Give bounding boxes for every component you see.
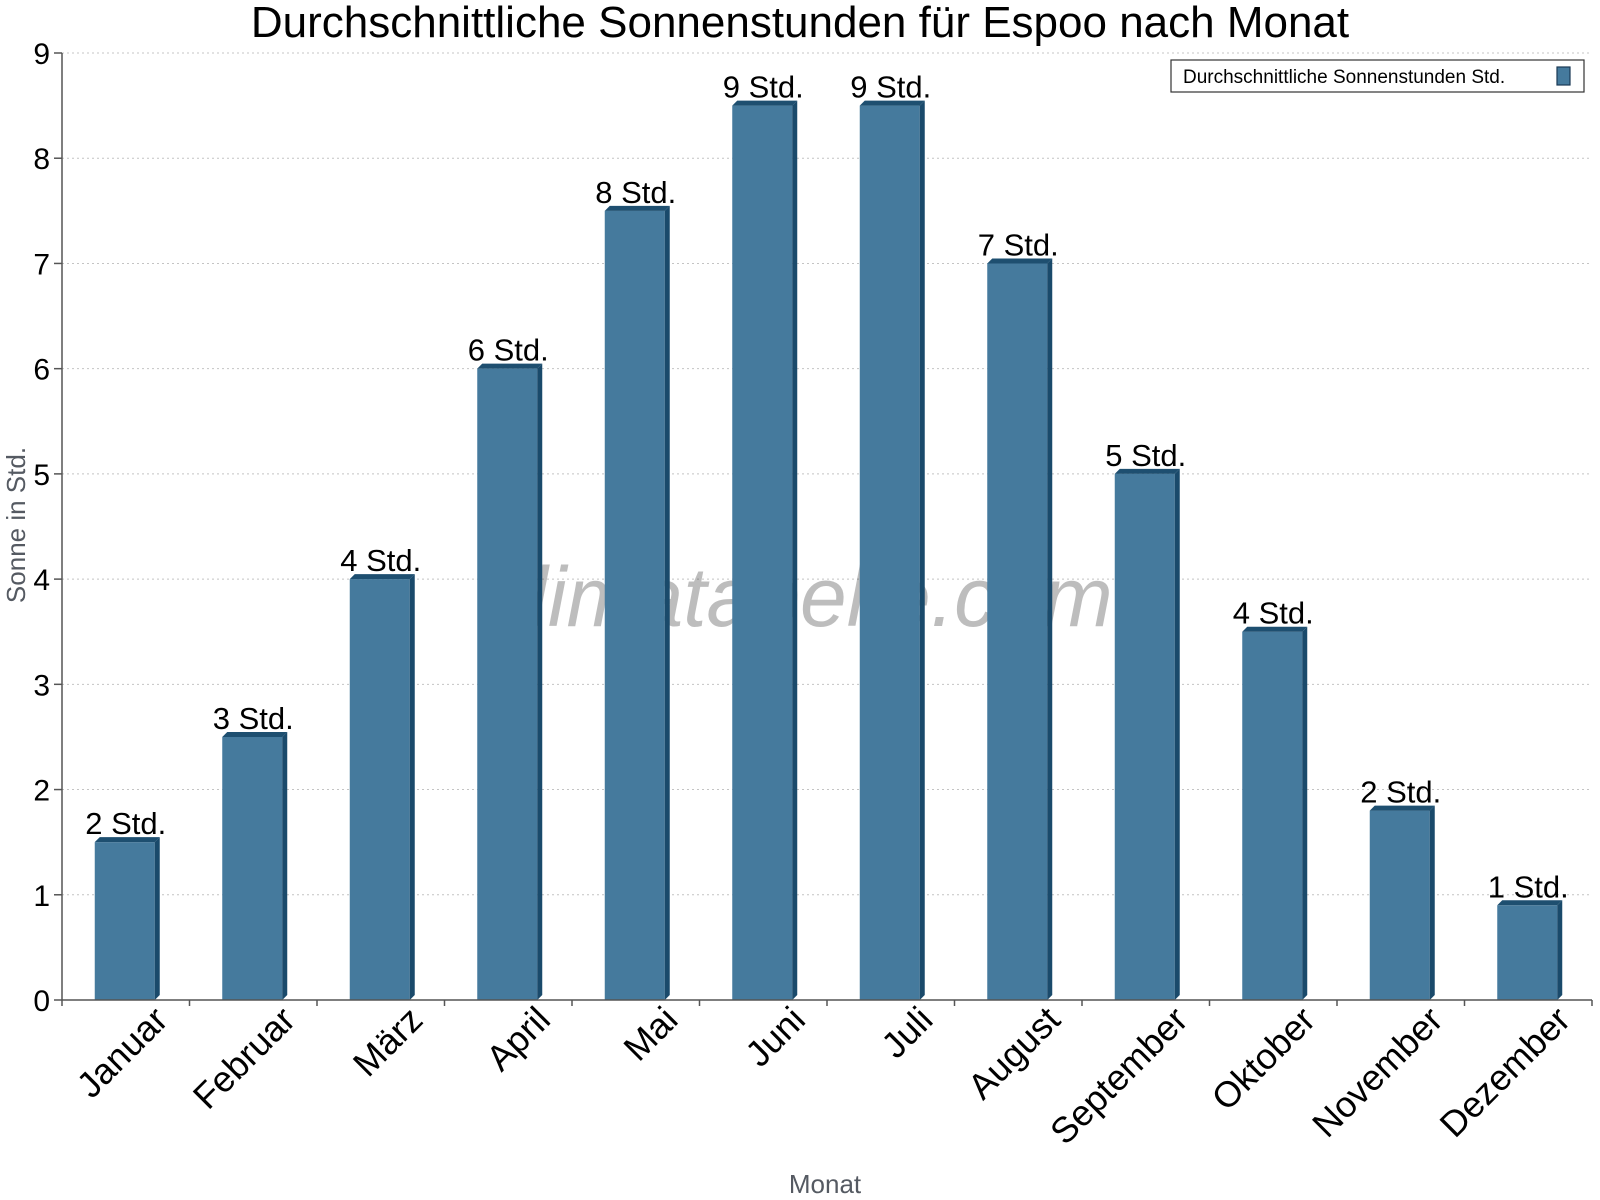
bar-side: [664, 205, 670, 1001]
bar: [222, 736, 283, 1000]
x-category-label: November: [1304, 999, 1450, 1145]
bar-top: [222, 731, 288, 737]
bar: [94, 842, 155, 1000]
data-label: 7 Std.: [978, 227, 1059, 262]
bar: [732, 105, 793, 1001]
data-label: 3 Std.: [213, 701, 294, 736]
bar: [477, 368, 538, 1001]
legend-box: [1170, 59, 1585, 93]
grid-lines: [62, 52, 1592, 896]
bar-group: 3 Std.: [213, 701, 294, 1000]
x-category-label: März: [345, 999, 431, 1085]
bar-group: 1 Std.: [1488, 869, 1569, 1000]
data-label: 4 Std.: [1233, 596, 1314, 631]
data-label: 9 Std.: [723, 70, 804, 105]
bar-group: 7 Std.: [978, 227, 1059, 1000]
bar-group: 6 Std.: [468, 333, 549, 1001]
bar-side: [1557, 900, 1563, 1000]
y-tick-label: 8: [33, 143, 50, 176]
bar: [604, 210, 665, 1001]
bar-top: [349, 574, 415, 580]
bar-top: [732, 100, 798, 106]
y-tick-label: 6: [33, 354, 50, 387]
bar-group: 8 Std.: [595, 175, 676, 1001]
bar-side: [1047, 258, 1053, 1000]
x-category-label: Juni: [737, 999, 813, 1075]
y-tick-label: 0: [33, 985, 50, 1018]
y-tick-label: 9: [33, 38, 50, 71]
data-label: 4 Std.: [340, 543, 421, 578]
bar-side: [282, 731, 288, 1000]
data-label: 9 Std.: [850, 70, 931, 105]
bar: [859, 105, 920, 1001]
x-category-label: April: [478, 999, 558, 1079]
legend: Durchschnittliche Sonnenstunden Std.: [1170, 59, 1585, 93]
bar-top: [94, 837, 160, 843]
y-tick-label: 2: [33, 775, 50, 808]
bar-group: 4 Std.: [340, 543, 421, 1000]
x-axis-ticks: Januar Februar März April Mai Juni Juli AugustS…: [61, 999, 1593, 1153]
bar-side: [1429, 805, 1435, 1000]
bar: [987, 263, 1048, 1000]
bar: [349, 579, 410, 1000]
data-label: 1 Std.: [1488, 869, 1569, 904]
x-category-label: September: [1042, 999, 1196, 1153]
bar-top: [987, 258, 1053, 264]
y-tick-label: 5: [33, 459, 50, 492]
data-label: 8 Std.: [595, 175, 676, 210]
bar-top: [1369, 805, 1435, 811]
bar-side: [919, 100, 925, 1001]
x-category-label: Juli: [873, 999, 940, 1066]
x-category-label: Januar: [69, 999, 176, 1106]
bar-group: 2 Std.: [85, 806, 166, 1000]
bar-side: [409, 574, 415, 1000]
bar: [1497, 905, 1558, 1000]
x-category-label: Dezember: [1431, 999, 1577, 1145]
bar: [1369, 810, 1430, 1000]
data-label: 2 Std.: [85, 806, 166, 841]
bar-top: [604, 205, 670, 211]
bar-top: [1242, 626, 1308, 632]
x-category-label: Oktober: [1203, 999, 1323, 1119]
bar-group: 2 Std.: [1360, 775, 1441, 1000]
bar-group: 9 Std.: [723, 70, 804, 1001]
y-tick-label: 3: [33, 669, 50, 702]
bar-top: [1114, 468, 1180, 474]
data-label: 5 Std.: [1105, 438, 1186, 473]
y-axis-title: Sonne in Std.: [1, 447, 31, 603]
bar-group: 5 Std.: [1105, 438, 1186, 1000]
bar-group: 9 Std.: [850, 70, 931, 1001]
y-tick-label: 1: [33, 880, 50, 913]
bar-side: [1174, 468, 1180, 1000]
bar-top: [859, 100, 925, 106]
bar-side: [792, 100, 798, 1001]
bar-side: [1302, 626, 1308, 1000]
y-tick-label: 7: [33, 248, 50, 281]
x-axis-title: Monat: [789, 1169, 862, 1199]
bar-group: 4 Std.: [1233, 596, 1314, 1000]
data-label: 2 Std.: [1360, 775, 1441, 810]
axes: [61, 53, 1592, 1001]
data-label: 6 Std.: [468, 333, 549, 368]
legend-swatch: [1556, 66, 1571, 86]
x-category-label: Mai: [615, 999, 685, 1069]
legend-label: Durchschnittliche Sonnenstunden Std.: [1183, 67, 1505, 88]
bar-top: [1497, 900, 1563, 906]
bar-top: [477, 363, 543, 369]
bars-layer: 2 Std. 3 Std. 4 Std. 6 Std. 8 Std. 9 Std. 9 St…: [85, 70, 1569, 1001]
bar-side: [154, 837, 160, 1000]
x-category-label: Februar: [185, 999, 303, 1117]
bar: [1114, 473, 1175, 1000]
chart-title: Durchschnittliche Sonnenstunden für Espo…: [251, 0, 1349, 47]
y-axis-ticks: 0 1 2 3 4 5 6 7 8 9: [33, 38, 62, 1018]
bar: [1242, 631, 1303, 1000]
x-category-label: August: [960, 999, 1068, 1107]
bar-side: [537, 363, 543, 1001]
y-tick-label: 4: [33, 564, 50, 597]
